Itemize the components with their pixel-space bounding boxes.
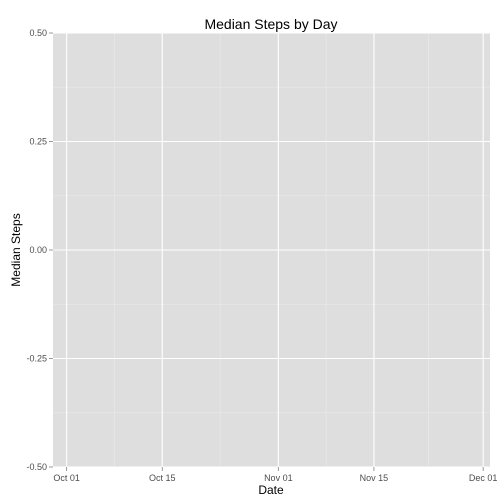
x-tick-label: Oct 01: [53, 473, 80, 483]
y-axis-title: Median Steps: [9, 213, 23, 286]
y-tick-label: 0.50: [29, 28, 47, 38]
x-tick-label: Nov 15: [360, 473, 389, 483]
y-tick-label: 0.25: [29, 137, 47, 147]
x-tick-label: Dec 01: [469, 473, 498, 483]
y-axis: 0.50 0.25 0.00 -0.25 -0.50: [26, 28, 53, 472]
y-tick-label: -0.50: [26, 462, 47, 472]
x-axis: Oct 01 Oct 15 Nov 01 Nov 15 Dec 01: [53, 467, 497, 483]
x-tick-label: Nov 01: [264, 473, 293, 483]
major-gridlines: [53, 32, 490, 468]
x-tick-label: Oct 15: [149, 473, 176, 483]
y-tick-label: -0.25: [26, 354, 47, 364]
x-axis-title: Date: [258, 483, 284, 497]
chart-title: Median Steps by Day: [204, 16, 337, 32]
y-tick-label: 0.00: [29, 245, 47, 255]
